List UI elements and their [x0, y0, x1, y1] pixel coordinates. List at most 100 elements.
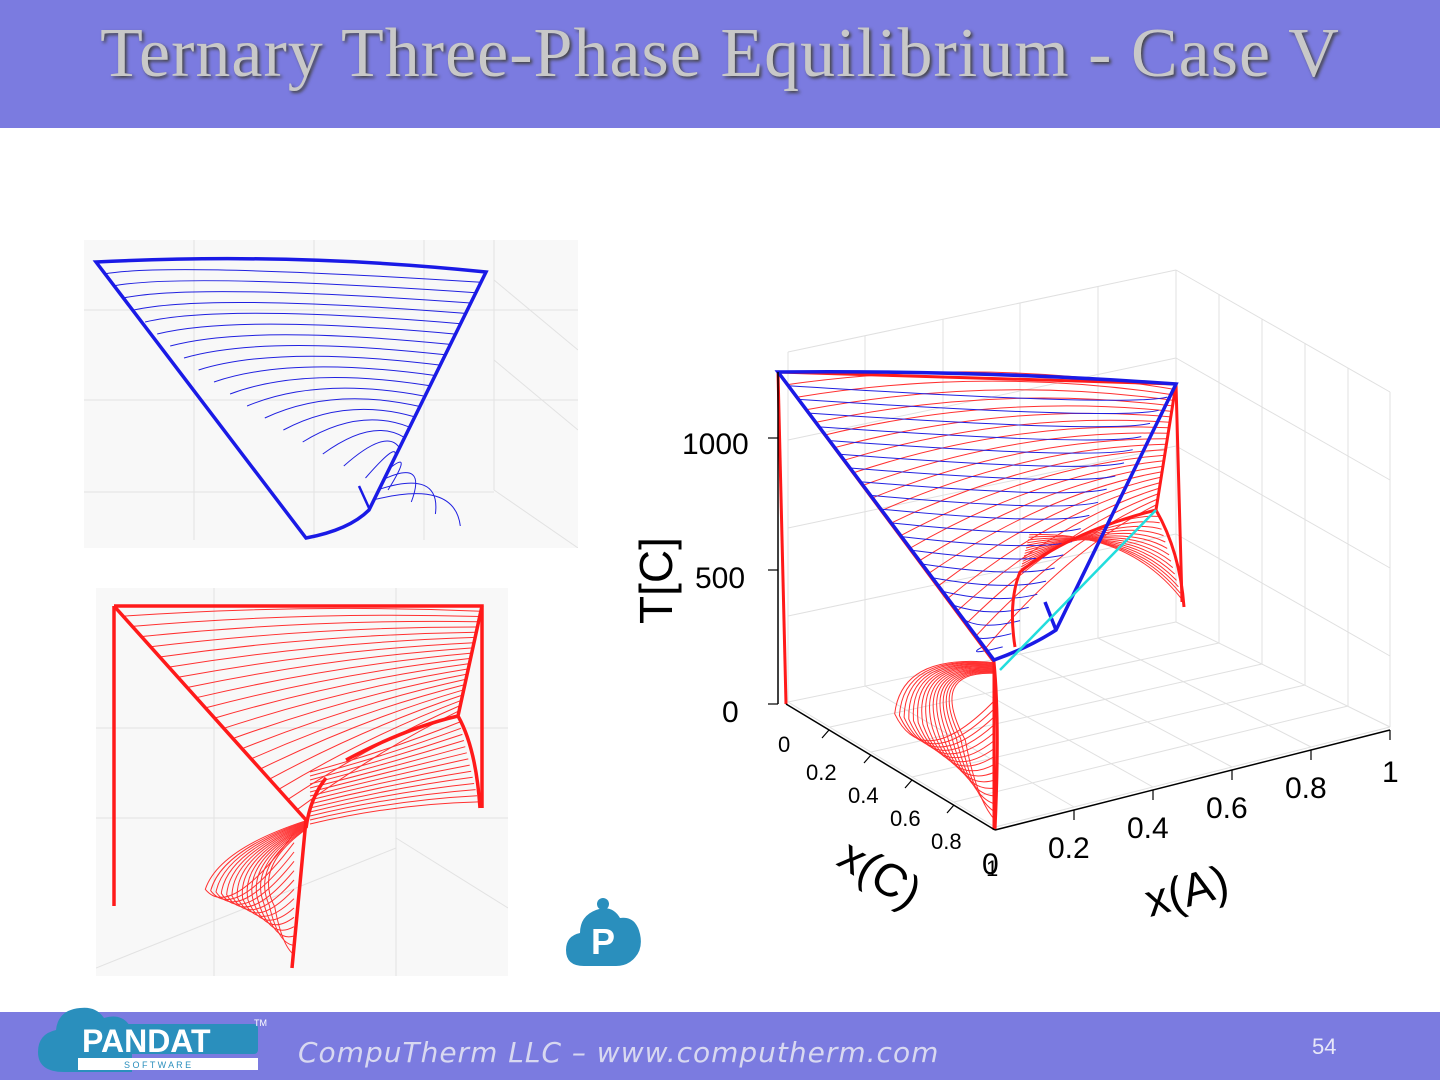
main-blue-tie-line — [798, 398, 1159, 415]
blue-tie-line — [198, 355, 441, 371]
main-red-tie-line — [899, 454, 1165, 537]
blue-tie-line — [384, 472, 417, 503]
main-red-tie-line — [946, 482, 1161, 600]
red-tie-line — [150, 626, 478, 648]
main-red-tie-line — [1027, 538, 1177, 581]
y-tick-1: 1 — [986, 856, 998, 881]
header-bar — [0, 0, 1440, 128]
red-tie-line — [232, 673, 468, 739]
blue-tie-line — [133, 301, 466, 314]
red-tie-line — [241, 678, 467, 750]
p-logo-letter: P — [591, 921, 615, 962]
red-tie-line — [309, 789, 476, 817]
red-tie-line — [268, 828, 307, 956]
main-red-tie-line — [908, 663, 996, 751]
red-tie-line — [177, 642, 475, 678]
red-tie-line — [309, 733, 463, 781]
red-tie-line — [309, 746, 466, 789]
red-tie-line — [246, 825, 307, 921]
x-tick-0: 0 — [982, 848, 999, 881]
main-red-tie-line — [903, 662, 996, 748]
pandat-logo-text: PANDAT — [82, 1023, 211, 1059]
blue-tie-line — [113, 280, 476, 294]
main-red-tie-line — [890, 449, 1166, 524]
main-blue-tie-line — [952, 604, 1029, 613]
main-red-tie-line — [1026, 538, 1176, 575]
red-tie-line — [309, 721, 460, 773]
main-red-tie-line — [917, 665, 996, 759]
red-tie-line — [269, 694, 463, 780]
red-tie-line — [196, 652, 472, 699]
pandat-logo: PANDAT TM S O F T W A R E — [38, 1007, 267, 1072]
main-blue-tie-line — [932, 577, 1047, 586]
main-blue-tie-line — [808, 412, 1151, 428]
main-red-tie-line — [936, 668, 996, 783]
cyan-tie-line — [999, 509, 1157, 671]
main-red-tie-line — [1027, 537, 1179, 588]
main-blue-tie-line — [819, 426, 1142, 441]
axes-lines — [777, 372, 1391, 831]
main-red-tie-line — [1024, 537, 1170, 556]
red-tie-line — [186, 647, 473, 688]
red-tie-line — [251, 826, 307, 926]
main-red-tie-line — [894, 660, 996, 742]
x-tick-0.2: 0.2 — [1048, 832, 1090, 865]
main-red-tie-line — [796, 380, 1175, 398]
blue-tie-line — [283, 408, 415, 431]
red-tie-line — [123, 607, 481, 617]
z-tick-500: 500 — [695, 562, 745, 595]
red-tie-line — [309, 758, 469, 797]
x-tick-0.4: 0.4 — [1127, 812, 1169, 845]
main-red-tie-line — [974, 498, 1158, 638]
main-red-tie-line — [843, 419, 1170, 461]
main-blue-tie-line — [849, 467, 1116, 481]
main-blue-tie-line — [942, 590, 1038, 600]
main-red-tie-line — [871, 438, 1168, 499]
main-blue-tie-line — [839, 453, 1125, 467]
red-tie-line — [132, 614, 480, 627]
red-tie-line — [309, 770, 472, 805]
main-blue-tie-line — [891, 522, 1081, 533]
blue-tie-line — [373, 493, 461, 527]
pandat-logo-tm: TM — [254, 1018, 267, 1028]
red-tie-line — [309, 776, 473, 809]
x-tick-0.8: 0.8 — [1285, 772, 1327, 805]
red-tie-line — [278, 699, 462, 790]
main-red-tie-line — [806, 389, 1174, 411]
red-tie-line — [250, 684, 466, 760]
x-tick-1: 1 — [1382, 756, 1399, 789]
z-tick-1000: 1000 — [682, 428, 749, 461]
main-red-tie-line — [1028, 535, 1181, 594]
blue-tie-line — [183, 345, 446, 359]
main-red-tie-line — [912, 664, 996, 755]
blue-tie-line — [122, 291, 471, 304]
main-red-tie-line — [881, 443, 1167, 512]
main-red-tie-line — [928, 471, 1163, 575]
y-tick-0.8: 0.8 — [931, 829, 962, 854]
blue-tie-line — [343, 440, 400, 467]
red-tie-line — [309, 727, 462, 777]
slide-title: Ternary Three-Phase Equilibrium - Case V — [100, 15, 1340, 92]
main-red-tie-line — [937, 476, 1162, 587]
y-tick-0.6: 0.6 — [890, 806, 921, 831]
red-tie-line — [260, 689, 464, 770]
blue-tie-line — [379, 482, 437, 515]
blue-tie-line — [157, 323, 456, 335]
main-blue-tie-line — [860, 481, 1107, 494]
pandat-logo-subtext: S O F T W A R E — [124, 1060, 191, 1070]
blue-boundary — [92, 256, 489, 540]
main-blue-tie-line — [788, 385, 1168, 401]
main-red-tie-line — [834, 412, 1171, 449]
red-boundary — [112, 604, 484, 969]
z-tick-0: 0 — [722, 696, 739, 729]
main-red-tie-line — [815, 397, 1173, 423]
main-blue-tie-line — [880, 508, 1090, 520]
red-surface-panel — [96, 588, 508, 976]
main-3d-plot: 1000 500 0 0 0.2 0.4 0.6 0.8 1 0 0.2 0.4… — [590, 252, 1428, 952]
x-tick-0.6: 0.6 — [1206, 792, 1248, 825]
main-red-tie-line — [1025, 539, 1174, 568]
red-tie-line — [236, 824, 307, 914]
red-tie-line — [309, 752, 467, 793]
main-red-tie-line — [824, 405, 1172, 436]
main-blue-tie-line — [870, 494, 1099, 507]
